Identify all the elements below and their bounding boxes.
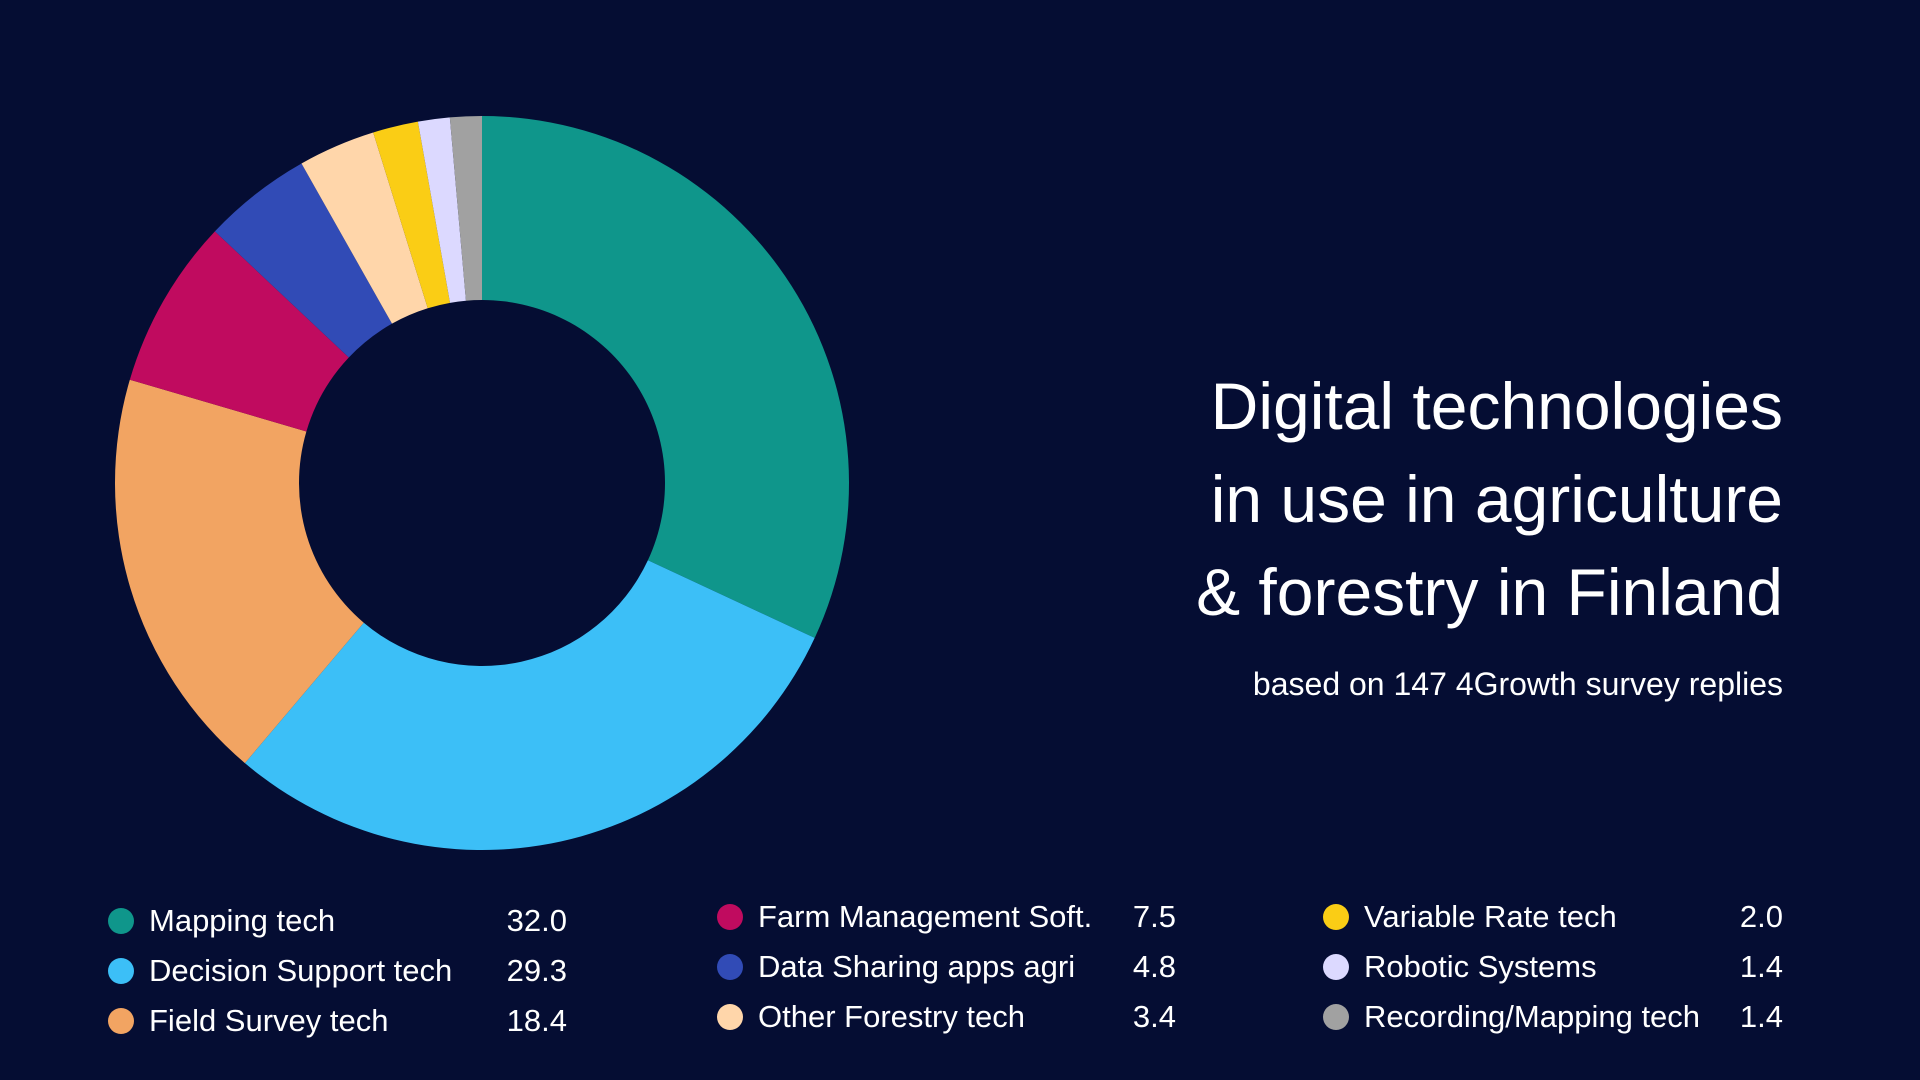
- legend-item: Farm Management Soft. 7.5: [717, 897, 1176, 937]
- legend-label: Data Sharing apps agri: [758, 949, 1076, 984]
- donut-slice: [373, 121, 451, 309]
- legend-label: Robotic Systems: [1364, 949, 1597, 984]
- donut-slice: [301, 132, 428, 324]
- chart-subtitle: based on 147 4Growth survey replies: [1252, 666, 1783, 702]
- legend-swatch: [717, 904, 743, 930]
- legend-value: 18.4: [506, 1003, 567, 1038]
- legend-value: 3.4: [1132, 999, 1176, 1034]
- title-line: Digital technologies: [1210, 369, 1783, 443]
- legend-value: 29.3: [506, 953, 567, 988]
- legend-label: Variable Rate tech: [1364, 899, 1617, 934]
- legend-swatch: [1323, 904, 1349, 930]
- legend-value: 1.4: [1739, 999, 1783, 1034]
- legend-swatch: [717, 1004, 743, 1030]
- legend-value: 32.0: [506, 903, 567, 938]
- legend-value: 7.5: [1132, 899, 1176, 934]
- donut-slice: [449, 116, 482, 301]
- legend-item: Data Sharing apps agri 4.8: [717, 947, 1176, 987]
- title-line: in use in agriculture: [1210, 462, 1783, 536]
- legend-label: Decision Support tech: [149, 953, 453, 988]
- legend-label: Mapping tech: [149, 903, 336, 938]
- chart-title: Digital technologies in use in agricultu…: [983, 360, 1783, 639]
- legend-item: Robotic Systems 1.4: [1323, 947, 1783, 987]
- legend-swatch: [108, 958, 134, 984]
- legend-value: 2.0: [1739, 899, 1783, 934]
- legend-value: 4.8: [1132, 949, 1176, 984]
- legend-swatch: [717, 954, 743, 980]
- legend-label: Farm Management Soft.: [758, 899, 1093, 934]
- legend-swatch: [108, 908, 134, 934]
- donut-slice: [114, 379, 364, 764]
- legend-item: Mapping tech 32.0: [108, 901, 567, 941]
- legend-item: Recording/Mapping tech 1.4: [1323, 997, 1783, 1037]
- legend-item: Variable Rate tech 2.0: [1323, 897, 1783, 937]
- legend-swatch: [1323, 954, 1349, 980]
- legend-item: Decision Support tech 29.3: [108, 951, 567, 991]
- legend-item: Field Survey tech 18.4: [108, 1001, 567, 1041]
- legend-item: Other Forestry tech 3.4: [717, 997, 1176, 1037]
- donut-slice: [417, 117, 466, 303]
- legend-swatch: [108, 1008, 134, 1034]
- donut-slice: [244, 560, 815, 850]
- legend-label: Other Forestry tech: [758, 999, 1026, 1034]
- donut-slice: [214, 163, 392, 358]
- donut-slice: [129, 231, 349, 432]
- legend-swatch: [1323, 1004, 1349, 1030]
- legend-label: Field Survey tech: [149, 1003, 389, 1038]
- title-line: & forestry in Finland: [1196, 555, 1783, 629]
- donut-slice: [482, 116, 849, 638]
- legend-value: 1.4: [1739, 949, 1783, 984]
- legend-label: Recording/Mapping tech: [1364, 999, 1701, 1034]
